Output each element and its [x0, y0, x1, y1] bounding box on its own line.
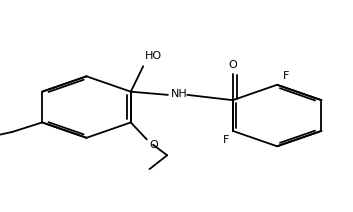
Text: NH: NH [171, 89, 187, 99]
Text: F: F [223, 135, 229, 145]
Text: HO: HO [145, 51, 162, 61]
Text: O: O [150, 140, 158, 151]
Text: O: O [228, 60, 237, 70]
Text: F: F [282, 71, 289, 81]
